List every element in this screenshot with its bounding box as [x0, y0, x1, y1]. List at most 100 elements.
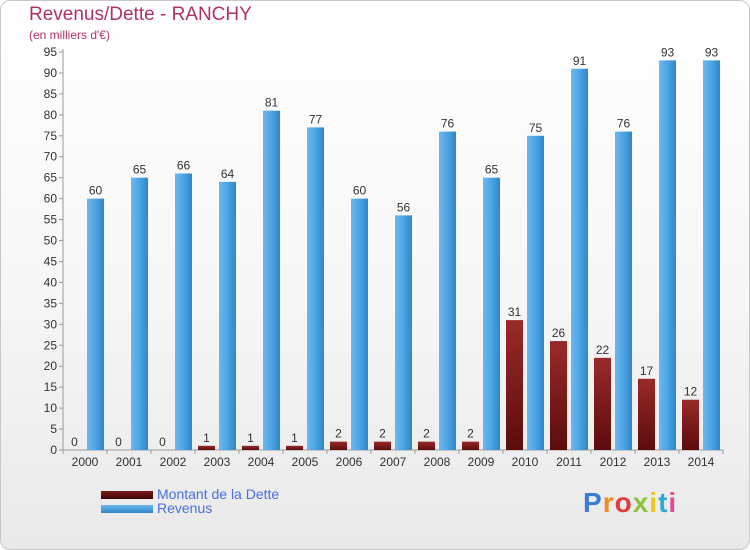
legend-swatch-revenus [101, 505, 153, 513]
x-tick-label: 2001 [116, 455, 143, 469]
y-tick-label: 90 [44, 66, 58, 80]
bar-dette-2006 [330, 441, 347, 450]
y-tick-label: 65 [44, 171, 58, 185]
legend-item-dette: Montant de la Dette [101, 486, 361, 502]
bar-revenus-2003 [219, 181, 236, 450]
bar-dette-2005 [286, 445, 303, 450]
data-label-revenus-2001: 65 [133, 163, 147, 177]
logo-letter: t [658, 487, 669, 518]
y-tick-label: 0 [50, 443, 57, 457]
y-tick-label: 50 [44, 234, 58, 248]
y-tick-label: 45 [44, 254, 58, 268]
x-tick-label: 2002 [160, 455, 187, 469]
data-label-revenus-2013: 93 [661, 45, 675, 59]
data-label-revenus-2014: 93 [705, 45, 719, 59]
x-tick-label: 2005 [292, 455, 319, 469]
bar-revenus-2002 [175, 173, 192, 450]
data-label-revenus-2000: 60 [89, 184, 103, 198]
x-tick-label: 2011 [556, 455, 582, 469]
y-tick-label: 60 [44, 192, 58, 206]
bar-revenus-2001 [131, 177, 148, 450]
bar-revenus-2011 [571, 68, 588, 450]
legend-swatch-dette [101, 491, 153, 499]
data-label-dette-2002: 0 [159, 435, 166, 449]
x-tick-label: 2010 [512, 455, 539, 469]
bar-dette-2014 [682, 399, 699, 450]
x-tick-label: 2000 [72, 455, 99, 469]
bar-revenus-2012 [615, 131, 632, 450]
bar-dette-2003 [198, 445, 215, 450]
bar-revenus-2008 [439, 131, 456, 450]
bar-dette-2011 [550, 341, 567, 450]
y-tick-label: 10 [44, 401, 58, 415]
y-tick-label: 70 [44, 150, 58, 164]
y-tick-label: 15 [44, 380, 58, 394]
bar-dette-2008 [418, 441, 435, 450]
data-label-revenus-2008: 76 [441, 117, 455, 131]
data-label-revenus-2003: 64 [221, 167, 235, 181]
bar-dette-2009 [462, 441, 479, 450]
bar-revenus-2004 [263, 110, 280, 450]
bars-group [87, 60, 720, 451]
bar-revenus-2000 [87, 198, 104, 450]
logo-letter: x [632, 487, 650, 518]
chart-title: Revenus/Dette - RANCHY [29, 4, 252, 25]
logo-letter: o [614, 487, 633, 518]
data-label-dette-2012: 22 [596, 343, 610, 357]
data-label-revenus-2005: 77 [309, 112, 323, 126]
data-label-dette-2000: 0 [71, 435, 78, 449]
bar-dette-2010 [506, 320, 523, 450]
data-label-revenus-2007: 56 [397, 200, 411, 214]
y-tick-label: 30 [44, 317, 58, 331]
y-tick-label: 20 [44, 359, 58, 373]
y-tick-label: 85 [44, 87, 58, 101]
data-label-revenus-2012: 76 [617, 117, 631, 131]
data-label-dette-2010: 31 [508, 305, 522, 319]
y-tick-label: 95 [44, 45, 58, 59]
y-tick-label: 40 [44, 275, 58, 289]
data-labels-group: 0 60 0 65 0 66 1 64 1 81 1 77 2 60 2 56 2 76 2 65 31 75 26 91 22… [71, 45, 718, 449]
data-label-revenus-2006: 60 [353, 184, 367, 198]
x-tick-label: 2012 [600, 455, 627, 469]
bar-revenus-2014 [703, 60, 720, 451]
bar-dette-2013 [638, 378, 655, 450]
data-label-dette-2008: 2 [423, 427, 430, 441]
data-label-dette-2014: 12 [684, 385, 698, 399]
x-axis: 2000 2001 2002 2003 2004 2005 2006 2007 2008 2009… [62, 449, 724, 469]
x-tick-label: 2004 [248, 455, 275, 469]
x-tick-label: 2009 [468, 455, 495, 469]
y-tick-label: 75 [44, 129, 58, 143]
logo-letter: r [602, 487, 615, 518]
data-label-dette-2003: 1 [203, 431, 210, 445]
data-label-dette-2001: 0 [115, 435, 122, 449]
x-tick-label: 2007 [380, 455, 407, 469]
legend: Montant de la Dette Revenus [101, 486, 361, 516]
proxiti-logo: Proxiti [583, 487, 677, 519]
bar-revenus-2007 [395, 215, 412, 450]
y-tick-label: 80 [44, 108, 58, 122]
x-tick-label: 2003 [204, 455, 231, 469]
bar-revenus-2005 [307, 127, 324, 451]
data-label-revenus-2004: 81 [265, 96, 279, 110]
data-label-revenus-2009: 65 [485, 163, 499, 177]
legend-label-revenus: Revenus [157, 500, 213, 516]
x-tick-label: 2014 [688, 455, 715, 469]
data-label-revenus-2011: 91 [573, 54, 587, 68]
data-label-dette-2005: 1 [291, 431, 298, 445]
y-tick-label: 55 [44, 213, 58, 227]
bar-revenus-2010 [527, 135, 544, 450]
bar-dette-2007 [374, 441, 391, 450]
y-tick-label: 25 [44, 338, 58, 352]
bar-dette-2012 [594, 357, 611, 450]
bar-dette-2004 [242, 445, 259, 450]
data-label-dette-2013: 17 [640, 364, 654, 378]
x-tick-label: 2008 [424, 455, 451, 469]
data-label-dette-2011: 26 [552, 326, 566, 340]
data-label-dette-2009: 2 [467, 427, 474, 441]
y-tick-label: 5 [50, 422, 57, 436]
legend-label-dette: Montant de la Dette [157, 486, 280, 502]
x-tick-label: 2013 [644, 455, 671, 469]
logo-letter: i [668, 487, 678, 518]
